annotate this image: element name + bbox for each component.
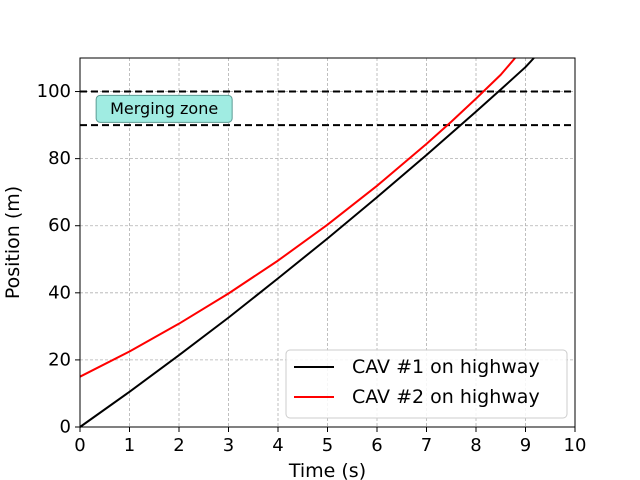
legend-label-cav2: CAV #2 on highway bbox=[352, 386, 540, 408]
merging-zone-bounds bbox=[80, 90, 575, 127]
y-tick-label: 0 bbox=[60, 417, 71, 438]
y-tick-label: 40 bbox=[48, 282, 71, 303]
x-tick-label: 6 bbox=[371, 435, 382, 456]
x-tick-label: 2 bbox=[173, 435, 184, 456]
legend-label-cav1: CAV #1 on highway bbox=[352, 356, 540, 378]
x-tick-label: 10 bbox=[564, 435, 587, 456]
x-tick-label: 8 bbox=[470, 435, 481, 456]
y-tick-label: 80 bbox=[48, 148, 71, 169]
y-tick-label: 100 bbox=[37, 81, 71, 102]
series-line-cav1 bbox=[79, 57, 535, 428]
y-tick-label: 20 bbox=[48, 349, 71, 370]
x-tick-label: 9 bbox=[520, 435, 531, 456]
y-axis-label: Position (m) bbox=[2, 186, 24, 299]
x-tick-label: 4 bbox=[272, 435, 283, 456]
x-tick-label: 7 bbox=[421, 435, 432, 456]
series-lines bbox=[79, 57, 535, 428]
x-tick-label: 0 bbox=[74, 435, 85, 456]
series-line-cav2 bbox=[79, 57, 516, 378]
merging-zone-box bbox=[95, 94, 233, 123]
y-tick-label: 60 bbox=[48, 215, 71, 236]
merging-zone-annotation: Merging zone bbox=[95, 94, 233, 123]
x-tick-label: 1 bbox=[124, 435, 135, 456]
legend-box bbox=[285, 349, 568, 419]
x-tick-label: 5 bbox=[322, 435, 333, 456]
x-tick-label: 3 bbox=[223, 435, 234, 456]
merging-zone-label: Merging zone bbox=[110, 99, 218, 118]
legend: CAV #1 on highway CAV #2 on highway bbox=[285, 349, 568, 419]
x-axis-label: Time (s) bbox=[288, 460, 366, 480]
